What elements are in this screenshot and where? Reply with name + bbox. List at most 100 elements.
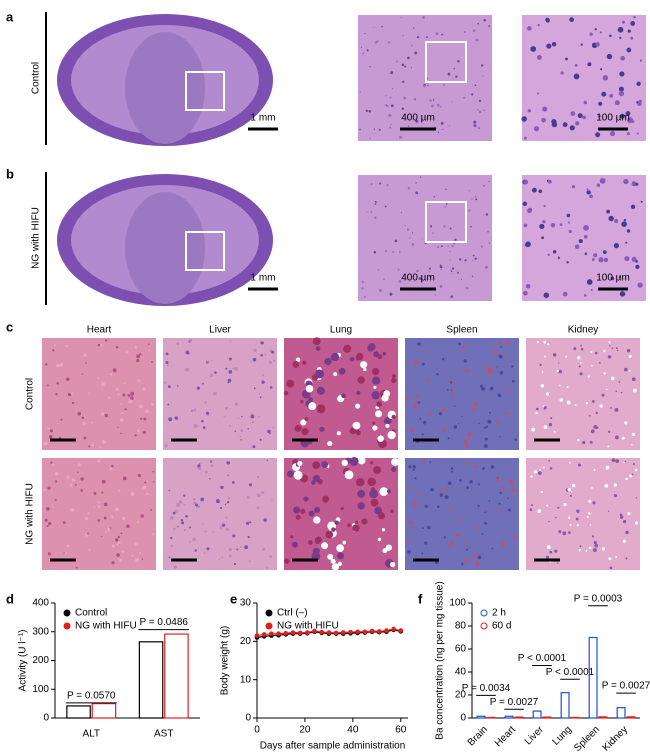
tissue-texture: [523, 179, 529, 185]
tissue-texture: [586, 279, 593, 285]
tissue-texture: [56, 381, 59, 385]
tissue-texture: [613, 483, 618, 487]
p-value: P < 0.0001: [546, 667, 595, 678]
tissue-texture: [539, 223, 545, 230]
tissue-texture: [240, 439, 242, 441]
y-tick-label: 0: [245, 713, 251, 724]
tissue-texture: [407, 125, 410, 127]
tissue-texture: [414, 51, 418, 55]
panel-label: c: [6, 319, 13, 334]
tissue-texture: [545, 392, 550, 396]
tissue-texture: [544, 355, 546, 358]
tissue-texture: [373, 385, 377, 389]
tissue-texture: [560, 71, 564, 75]
tissue-texture: [416, 36, 420, 39]
tissue-texture: [55, 392, 58, 396]
tissue-texture: [406, 530, 408, 532]
tissue-texture: [457, 423, 460, 425]
y-tick-label: 60: [455, 644, 467, 655]
tissue-texture: [427, 525, 431, 530]
tissue-texture: [302, 360, 307, 365]
tissue-texture: [475, 562, 480, 566]
tissue-texture: [229, 340, 232, 343]
tissue-texture: [292, 361, 300, 368]
tissue-texture: [618, 86, 624, 92]
panel-label: e: [230, 591, 237, 606]
tissue-texture: [385, 95, 387, 97]
tissue-texture: [583, 100, 588, 105]
tissue-texture: [134, 434, 137, 437]
tissue-texture: [625, 477, 628, 481]
column-label: Lung: [330, 325, 352, 336]
tissue-texture: [93, 491, 97, 495]
tissue-texture: [498, 394, 500, 397]
tissue-texture: [127, 393, 131, 397]
tissue-texture: [609, 94, 614, 98]
tissue-texture: [603, 349, 606, 353]
tissue-texture: [488, 367, 492, 371]
tissue-texture: [477, 109, 479, 111]
tissue-texture: [510, 365, 514, 368]
tissue-texture: [347, 523, 351, 527]
tissue-texture: [593, 468, 596, 471]
tissue-texture: [136, 358, 140, 363]
tissue-texture: [131, 554, 134, 557]
tissue-texture: [165, 361, 169, 364]
tissue-texture: [424, 504, 428, 508]
tissue-texture: [527, 109, 531, 113]
tissue-texture: [598, 114, 602, 118]
tissue-texture: [373, 128, 375, 130]
tissue-texture: [481, 387, 485, 391]
tissue-texture: [83, 353, 87, 357]
tissue-texture: [464, 259, 467, 262]
tissue-texture: [185, 350, 190, 355]
tissue-texture: [631, 256, 637, 262]
tissue-texture: [261, 490, 265, 494]
tissue-texture: [424, 346, 427, 349]
bar: [164, 633, 189, 719]
tissue-texture: [419, 176, 422, 178]
tissue-texture: [620, 391, 623, 394]
tissue-texture: [308, 402, 317, 411]
point: [290, 630, 296, 635]
tissue-texture: [120, 402, 123, 405]
tissue-texture: [473, 124, 477, 128]
tissue-texture: [357, 376, 365, 384]
tissue-texture: [464, 443, 469, 448]
tissue-texture: [502, 485, 505, 487]
tissue-texture: [371, 367, 380, 376]
tissue-texture: [632, 388, 637, 393]
tissue-texture: [209, 460, 213, 463]
tissue-texture: [246, 495, 250, 499]
tissue-texture: [568, 229, 572, 234]
tissue-texture: [428, 267, 431, 270]
tissue-texture: [283, 390, 289, 396]
tissue-texture: [496, 366, 498, 368]
tissue-texture: [120, 418, 124, 422]
tissue-texture: [415, 402, 418, 405]
tissue-texture: [620, 515, 624, 519]
tissue-texture: [537, 509, 541, 513]
tissue-texture: [410, 44, 413, 47]
tissue-texture: [590, 350, 593, 354]
tissue-texture: [619, 36, 622, 40]
tissue-texture: [134, 541, 139, 546]
tissue-texture: [421, 552, 424, 555]
tissue-texture: [496, 478, 500, 482]
tissue-texture: [451, 272, 453, 274]
tissue-texture: [445, 203, 448, 205]
point: [348, 629, 353, 635]
tissue-texture: [414, 477, 417, 480]
tissue-texture: [48, 435, 53, 439]
tissue-texture: [266, 459, 269, 462]
tissue-texture: [540, 384, 545, 388]
tissue-texture: [150, 402, 154, 406]
panel-label: d: [6, 591, 14, 606]
tissue-texture: [552, 353, 557, 357]
tissue-texture: [374, 200, 377, 203]
tissue-texture: [70, 392, 73, 395]
column-label: Spleen: [446, 325, 477, 336]
tissue-texture: [488, 500, 491, 502]
tissue-texture: [613, 494, 618, 498]
tissue-texture: [117, 535, 120, 539]
